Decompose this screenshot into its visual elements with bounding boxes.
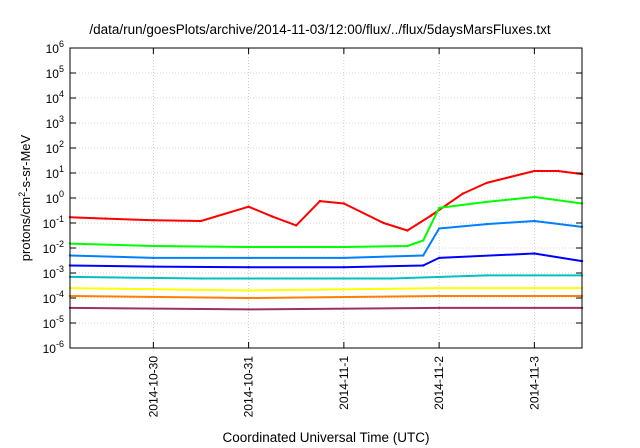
y-tick-label: 10-2 [43,239,64,256]
data-point [533,195,536,199]
data-point [406,229,409,232]
data-point [390,277,393,280]
data-point [342,266,346,269]
data-point [430,214,433,217]
data-point [271,215,274,218]
y-tick-label: 10-1 [43,214,64,231]
data-point [152,256,155,260]
y-tick-label: 106 [46,39,64,56]
data-point [437,294,441,298]
y-tick-label: 105 [46,64,64,81]
y-tick-label: 103 [46,114,64,131]
x-tick-label: 2014-10-30 [146,356,160,418]
x-tick-label: 2014-10-31 [242,356,256,418]
data-point [295,224,298,227]
data-point [199,277,203,280]
y-tick-label: 100 [46,189,64,206]
data-point [247,308,250,311]
data-point [485,222,488,226]
y-tick-label: 104 [46,89,64,106]
series-line-3 [69,220,583,259]
data-point [509,175,512,179]
data-point [247,266,250,269]
data-point [485,274,488,277]
data-point [247,205,250,208]
data-point [461,192,465,195]
data-point [437,206,441,210]
y-tick-label: 10-6 [43,339,64,356]
chart-title: /data/run/goesPlots/archive/2014-11-03/1… [89,22,551,37]
x-axis-label: Coordinated Universal Time (UTC) [222,430,430,445]
y-tick-label: 102 [46,139,64,156]
x-tick-label: 2014-11-3 [527,356,541,410]
data-point [247,289,250,292]
series-line-7 [69,295,582,299]
data-point [437,306,441,310]
data-point [342,202,346,205]
series-line-8 [69,306,582,311]
data-point [247,245,250,249]
y-axis-label: protons/cm2-s-sr-MeV [17,134,33,261]
y-tick-label: 10-3 [43,264,64,281]
data-point [437,227,441,230]
x-tick-label: 2014-11-1 [337,356,351,410]
data-point [342,256,346,260]
data-point [318,199,322,203]
data-point [485,181,488,185]
data-point [406,244,409,248]
y-tick-label: 10-4 [43,289,64,306]
series-line-6 [69,287,582,292]
series-line-4 [69,252,583,269]
data-point [199,219,203,223]
data-point [152,219,155,222]
y-tick-label: 101 [46,164,64,181]
data-point [152,244,155,248]
data-point [437,256,441,260]
data-point [557,169,560,173]
data-point [422,254,425,257]
y-tick-label: 10-5 [43,314,64,331]
series-line-5 [69,274,582,280]
data-point [533,252,536,255]
series-line-2 [69,196,583,248]
x-tick-label: 2014-11-2 [432,356,446,410]
data-point [422,239,425,242]
series-line-1 [69,170,583,232]
data-point [437,286,441,290]
data-point [152,265,155,268]
data-point [104,217,107,220]
data-point [342,245,346,249]
data-point [247,256,250,260]
data-point [422,264,425,267]
data-point [382,221,385,225]
data-point [533,219,536,223]
data-point [247,296,250,300]
data-point [533,169,536,173]
data-point [485,200,488,204]
